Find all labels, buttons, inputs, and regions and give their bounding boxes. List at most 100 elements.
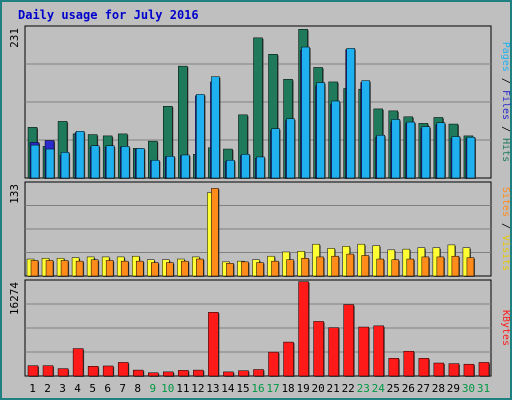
kbytes-bar <box>148 372 159 377</box>
files-bar <box>241 154 250 179</box>
sites-bar <box>301 258 309 277</box>
files-bar <box>316 82 325 179</box>
kbytes-bar <box>328 327 339 377</box>
files-bar <box>406 121 416 179</box>
kbytes-bar <box>373 325 384 377</box>
sites-bar <box>466 257 475 277</box>
kbytes-bar <box>57 368 69 377</box>
sites_visits-ymax-label: 133 <box>8 184 21 204</box>
day-label: 20 <box>312 382 325 395</box>
files-bar <box>75 131 85 179</box>
sites-bar <box>166 262 174 277</box>
sites-bar <box>241 261 249 277</box>
files-bar <box>301 46 310 179</box>
hits_files_pages-ymax-label: 231 <box>8 28 21 48</box>
kbytes-bar <box>193 369 204 377</box>
day-label: 8 <box>134 382 141 395</box>
sites-bar <box>30 260 39 277</box>
sites-bar <box>361 255 369 277</box>
kbytes-bar <box>268 351 279 377</box>
day-label: 3 <box>59 382 66 395</box>
files-bar <box>151 159 160 179</box>
visits-axis-label: Visits <box>500 235 511 271</box>
kbytes-bar <box>102 365 114 377</box>
day-label: 12 <box>191 382 204 395</box>
sites_visits-axis-label: Sites / Visits <box>500 187 511 271</box>
day-label: 21 <box>327 382 340 395</box>
kbytes-axis-label: KBytes <box>500 310 511 346</box>
kbytes-bar <box>27 365 39 377</box>
day-label: 31 <box>477 382 490 395</box>
sites-bar <box>421 256 430 277</box>
files-bar <box>391 119 401 179</box>
files-bar <box>346 48 355 179</box>
files-bar <box>466 136 476 179</box>
kbytes-bar <box>253 369 264 377</box>
kbytes-bar <box>42 365 54 377</box>
day-label: 2 <box>44 382 51 395</box>
kbytes-bar <box>163 371 174 377</box>
kbytes-bar <box>87 366 99 377</box>
files-bar <box>271 128 280 179</box>
hits_files_pages-axis-label: Pages / Files / Hits <box>500 42 511 162</box>
day-label: 15 <box>236 382 249 395</box>
day-label: 6 <box>104 382 111 395</box>
day-label: 10 <box>161 382 174 395</box>
files-bar <box>60 152 70 179</box>
sites-bar <box>45 260 54 277</box>
kbytes-bar <box>478 362 490 377</box>
sites-bar <box>120 260 129 277</box>
sites-bar <box>271 260 279 277</box>
files-bar <box>30 144 40 179</box>
files-bar <box>421 126 431 179</box>
kbytes-axis-label: KBytes <box>500 310 511 346</box>
sites-bar <box>60 260 69 277</box>
sites-bar <box>90 259 99 277</box>
kbytes-bar <box>208 312 219 377</box>
sites-bar <box>105 260 114 277</box>
day-label: 27 <box>417 382 430 395</box>
sites-bar <box>196 258 204 277</box>
day-label: 26 <box>402 382 415 395</box>
sites-bar <box>151 262 159 277</box>
day-label: 5 <box>89 382 96 395</box>
axis-label-separator: / <box>500 72 511 90</box>
files-bar <box>135 148 145 179</box>
kbytes-bar <box>72 348 84 377</box>
files-bar <box>211 76 220 179</box>
sites-bar <box>391 259 400 277</box>
day-label: 4 <box>74 382 81 395</box>
day-label: 11 <box>176 382 189 395</box>
kbytes-bar <box>238 370 249 377</box>
files-bar <box>90 145 100 179</box>
day-label: 22 <box>342 382 355 395</box>
files-bar <box>451 136 461 179</box>
kbytes-bar <box>418 358 430 377</box>
sites-bar <box>75 260 84 277</box>
day-label: 1 <box>29 382 36 395</box>
kbytes-bar <box>343 304 354 377</box>
sites-bar <box>346 253 354 277</box>
sites-bar <box>331 255 339 277</box>
day-label: 30 <box>462 382 475 395</box>
files-bar <box>181 154 190 179</box>
sites-bar <box>316 256 324 277</box>
sites-bar <box>226 263 234 277</box>
kbytes-bar <box>403 350 415 377</box>
files-bar <box>226 159 235 179</box>
files-bar <box>105 145 115 179</box>
kbytes-bar <box>178 370 189 377</box>
kbytes-bar <box>313 321 324 377</box>
files-bar <box>120 146 130 179</box>
sites-bar <box>376 258 384 277</box>
day-label: 14 <box>221 382 235 395</box>
sites-axis-label: Sites <box>500 187 511 217</box>
day-label: 19 <box>296 382 309 395</box>
files-bar <box>166 156 175 179</box>
sites-bar <box>451 255 460 277</box>
sites-bar <box>211 188 219 277</box>
day-label: 24 <box>372 382 386 395</box>
